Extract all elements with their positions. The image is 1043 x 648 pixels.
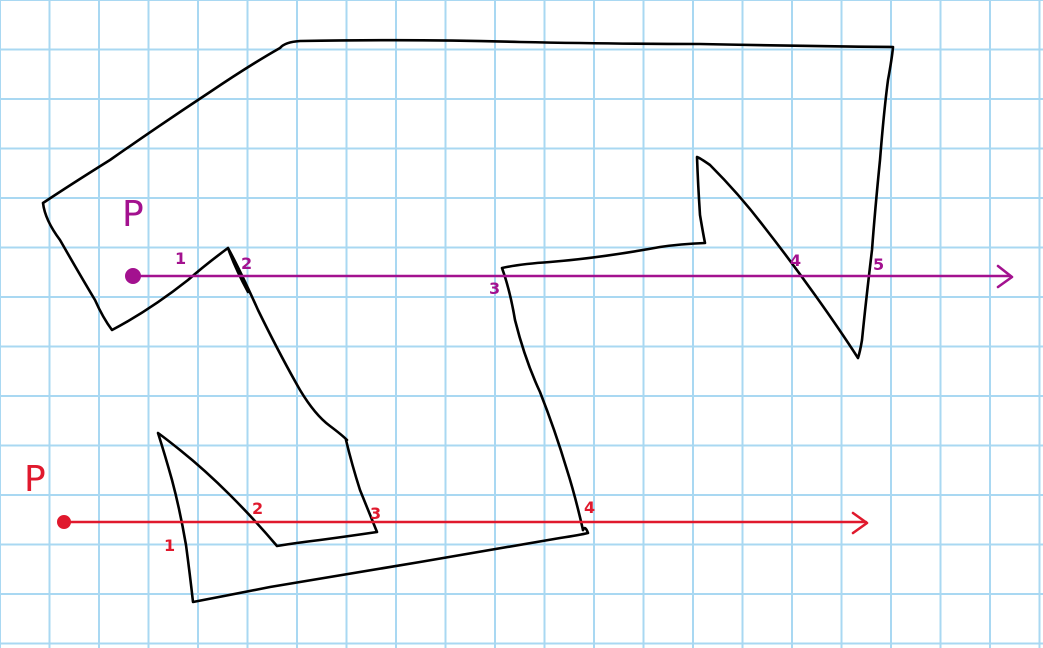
bottom-ray-arrowhead (851, 511, 869, 535)
top-point-label: P (122, 194, 144, 235)
top-crossing-label-4: 4 (790, 251, 801, 270)
top-polygon (41, 38, 895, 532)
top-crossing-label-5: 5 (873, 255, 884, 274)
top-crossing-label-1: 1 (175, 249, 186, 268)
bottom-crossing-label-3: 3 (370, 504, 381, 523)
top-point-p (125, 268, 141, 284)
bottom-point-label: P (24, 459, 46, 500)
bottom-crossing-label-1: 1 (164, 536, 175, 555)
top-crossing-label-3: 3 (489, 279, 500, 298)
top-ray-arrowhead (996, 264, 1014, 289)
bottom-point-p (57, 515, 71, 529)
bottom-crossing-label-2: 2 (252, 499, 263, 518)
top-crossing-label-2: 2 (241, 254, 252, 273)
bottom-polygon (156, 431, 590, 604)
bottom-crossing-label-4: 4 (584, 498, 595, 517)
